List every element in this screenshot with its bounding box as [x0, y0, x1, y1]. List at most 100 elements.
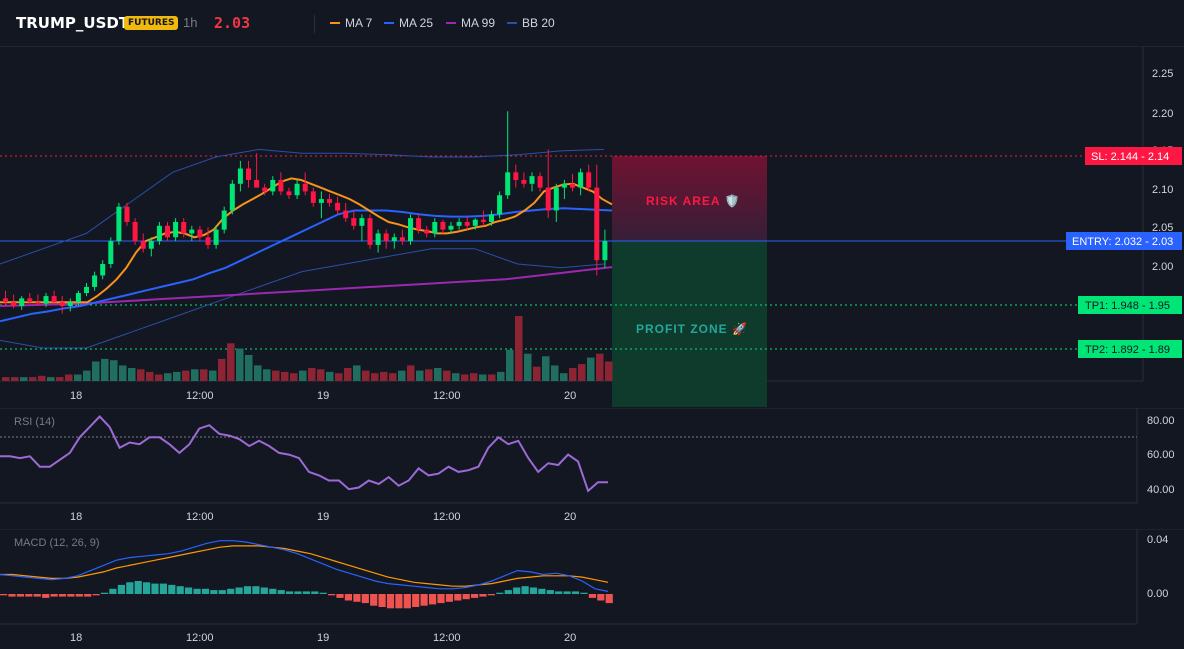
volume-bar [452, 373, 460, 381]
macd-hist-bar [42, 594, 50, 598]
candle-body [497, 195, 503, 215]
rsi-line-layer [0, 415, 608, 493]
time-tick: 19 [317, 511, 329, 523]
candle-body [43, 296, 49, 304]
candle-body [294, 183, 300, 196]
candle-body [310, 191, 316, 203]
macd-hist-bar [243, 586, 252, 594]
volume-bar [119, 365, 127, 381]
price-chart[interactable]: 2.25 2.20 2.15 2.10 2.05 2.00 18 12:00 1… [0, 47, 1184, 407]
tp1-tag-text: TP1: 1.948 - 1.95 [1085, 300, 1170, 312]
macd-hist-bar [412, 594, 420, 607]
candle-body [59, 302, 65, 307]
candle-body [537, 176, 543, 188]
volume-bar [470, 373, 478, 381]
macd-hist-bar [454, 594, 462, 601]
macd-hist-bar [8, 594, 16, 597]
time-tick: 18 [70, 511, 82, 523]
volume-bar [263, 369, 271, 381]
macd-hist-bar [471, 594, 479, 598]
legend-ma25[interactable]: MA 25 [384, 16, 433, 30]
macd-hist-bar [403, 594, 411, 609]
candle-body [464, 221, 470, 226]
macd-hist-bar [487, 594, 495, 596]
volume-bar [371, 373, 379, 381]
volume-bar [515, 316, 523, 381]
volume-bar [47, 377, 55, 381]
candle-body [205, 237, 211, 245]
volume-bar [344, 368, 352, 381]
macd-panel[interactable]: MACD (12, 26, 9) 0.04 0.00 18 12:00 19 1… [0, 529, 1184, 649]
time-tick: 19 [317, 390, 329, 402]
volume-bar [587, 357, 595, 381]
legend-ma99[interactable]: MA 99 [446, 16, 495, 30]
candle-body [343, 210, 349, 219]
candle-body [75, 293, 81, 303]
candle-body [67, 302, 73, 307]
volume-bar [362, 370, 370, 381]
macd-layer [0, 540, 613, 609]
timeframe-label[interactable]: 1h [183, 15, 198, 30]
candle-body [246, 168, 251, 180]
symbol-title[interactable]: TRUMP_USDT [16, 14, 130, 32]
bb20-swatch [507, 22, 517, 24]
macd-hist-bar [100, 592, 109, 594]
volume-bar [434, 368, 442, 381]
candle-body [545, 187, 551, 211]
volume-bar [425, 369, 433, 381]
volume-bar [524, 353, 532, 381]
volume-bar [605, 361, 613, 381]
candle-body [108, 241, 114, 264]
macd-hist-bar [16, 594, 24, 597]
volume-bar [326, 371, 334, 381]
macd-hist-bar [84, 594, 92, 597]
price-tick: 2.25 [1152, 68, 1173, 80]
candle-body [570, 183, 575, 188]
volume-bar [533, 366, 541, 381]
macd-hist-bar [168, 584, 176, 594]
volume-bar [254, 365, 262, 381]
volume-bar [353, 365, 361, 381]
macd-hist-bar [201, 588, 210, 594]
time-tick: 12:00 [186, 511, 214, 523]
macd-hist-bar [252, 586, 260, 594]
macd-hist-bar [235, 587, 243, 594]
candle-body [254, 179, 260, 188]
risk-zone [612, 156, 767, 241]
bb20-label: BB 20 [522, 16, 555, 30]
candle-body [165, 225, 170, 238]
candle-body [513, 172, 519, 180]
candle-body [561, 183, 567, 188]
legend-ma7[interactable]: MA 7 [330, 16, 372, 30]
volume-bar [110, 360, 118, 381]
volume-bar [551, 365, 559, 381]
candle-body [553, 187, 559, 211]
macd-hist-bar [563, 591, 571, 594]
macd-hist-bar [504, 590, 512, 594]
macd-signal-line [0, 545, 609, 587]
sl-tag-text: SL: 2.144 - 2.14 [1091, 151, 1169, 163]
futures-badge: FUTURES [124, 16, 179, 30]
bb-lower-line [0, 248, 605, 349]
volume-bar [416, 370, 424, 381]
volume-bar [497, 371, 505, 381]
macd-hist-bar [227, 588, 235, 594]
macd-hist-bar [513, 587, 521, 594]
time-tick: 12:00 [186, 390, 214, 402]
candle-body [270, 179, 276, 192]
macd-hist-bar [597, 594, 605, 601]
volume-bar [506, 349, 514, 381]
candle-body [124, 206, 130, 222]
time-tick: 20 [564, 390, 576, 402]
volume-bar [155, 374, 163, 381]
legend-bb20[interactable]: BB 20 [507, 16, 555, 30]
macd-hist-bar [286, 591, 294, 594]
rsi-panel[interactable]: RSI (14) 80.00 60.00 40.00 18 12:00 19 1… [0, 408, 1184, 528]
macd-hist-bar [546, 590, 554, 594]
header-divider [314, 15, 315, 33]
volume-bar [596, 353, 604, 381]
rsi-tick: 80.00 [1147, 415, 1175, 427]
volume-bar [56, 377, 64, 381]
time-tick: 12:00 [433, 632, 461, 644]
macd-hist-bar [588, 594, 596, 598]
